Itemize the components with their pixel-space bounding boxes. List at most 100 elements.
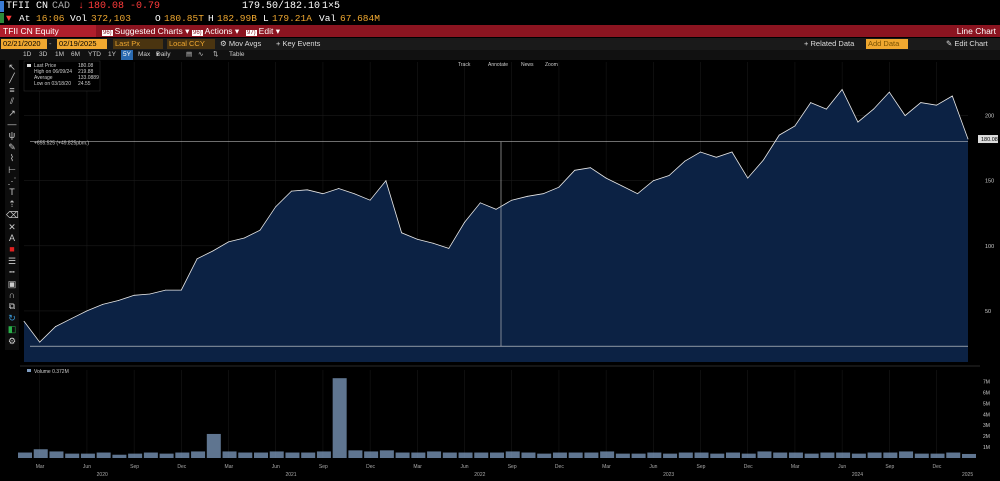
chart-legend: Last Price 180.08 High on 06/09/24 219.8… bbox=[23, 60, 101, 92]
delete-icon[interactable]: ✕ bbox=[8, 221, 16, 232]
volume-bar bbox=[537, 453, 552, 458]
mov-avgs-toggle[interactable]: ⚙ Mov Avgs bbox=[220, 39, 262, 48]
drawing-toolbar: ↖ ╱ ≡ ⫽ ↗ — ψ ✎ ⌇ ⊢ ⋰ T ⇡ ⌫ ✕ A ■ ☰ ┅ ▣ ∩ ⧉ ↻ ◧ ⚙ bbox=[5, 60, 19, 350]
settings-icon: ⚙ bbox=[220, 39, 227, 48]
color-icon[interactable]: ■ bbox=[9, 244, 15, 255]
price-point bbox=[652, 180, 654, 182]
price-point bbox=[967, 138, 969, 140]
price-point bbox=[920, 102, 922, 103]
volume-bar bbox=[364, 451, 379, 458]
edit-chart-button[interactable]: ✎ Edit Chart bbox=[946, 39, 988, 48]
refresh-icon[interactable]: ↻ bbox=[8, 312, 16, 323]
price-point bbox=[511, 199, 513, 201]
price-point bbox=[605, 177, 607, 179]
range-1m[interactable]: 1M bbox=[55, 51, 65, 58]
volume-bar bbox=[710, 453, 725, 458]
volume-bar bbox=[411, 452, 426, 458]
line-style-icon[interactable]: ┅ bbox=[9, 267, 15, 278]
eraser-icon[interactable]: ⌫ bbox=[6, 210, 19, 221]
settings-icon[interactable]: ⚙ bbox=[7, 335, 17, 346]
val-label: Val bbox=[319, 13, 337, 24]
brush-icon[interactable]: ⌇ bbox=[9, 153, 15, 164]
edit-menu[interactable]: 97) Edit ▾ bbox=[246, 26, 280, 36]
channel-icon[interactable]: ⫽ bbox=[9, 96, 14, 107]
start-date-input[interactable]: 02/21/2020 bbox=[1, 39, 47, 49]
volume-bar bbox=[615, 453, 630, 458]
line-type-icon[interactable]: ∿ bbox=[198, 51, 204, 58]
price-point bbox=[621, 185, 623, 187]
news-tool[interactable]: News bbox=[521, 62, 534, 68]
price-point bbox=[165, 289, 167, 291]
regression-icon[interactable]: ⋰ bbox=[7, 176, 17, 186]
volume-bar bbox=[175, 452, 190, 458]
text-icon[interactable]: T bbox=[9, 187, 15, 198]
related-data-button[interactable]: + Related Data bbox=[804, 39, 855, 48]
suggested-charts-menu[interactable]: 96) Suggested Charts ▾ bbox=[102, 26, 190, 36]
volume-bar bbox=[773, 452, 788, 458]
status-marker bbox=[0, 13, 4, 23]
key-events-toggle[interactable]: + Key Events bbox=[276, 39, 321, 48]
ruler-icon[interactable]: ⊢ bbox=[8, 164, 16, 175]
price-point bbox=[432, 242, 434, 244]
down-arrow-icon: ↓ bbox=[78, 1, 85, 12]
clone-icon[interactable]: ⧉ bbox=[8, 301, 16, 312]
price-point bbox=[291, 190, 292, 192]
line-icon[interactable]: ╱ bbox=[9, 73, 15, 84]
pencil-icon[interactable]: ✎ bbox=[8, 141, 16, 152]
range-max[interactable]: Max bbox=[138, 51, 151, 58]
last-price-box bbox=[978, 135, 998, 144]
cursor-icon[interactable]: ↖ bbox=[8, 62, 16, 72]
fill-icon[interactable]: ▣ bbox=[7, 278, 17, 289]
volume-bar bbox=[301, 452, 316, 458]
volume-bar bbox=[899, 451, 914, 458]
arrow-up-icon[interactable]: ⇡ bbox=[8, 198, 16, 209]
palette-icon[interactable]: ◧ bbox=[7, 324, 17, 335]
end-date-input[interactable]: 02/19/2025 bbox=[57, 39, 107, 49]
range-5y[interactable]: 5Y bbox=[121, 50, 133, 60]
annotate-tool[interactable]: Annotate bbox=[488, 62, 508, 68]
compare-icon[interactable]: ⇅ bbox=[213, 51, 219, 58]
security-field[interactable]: TFII CN Equity bbox=[0, 25, 96, 37]
legend-last-price-val: 180.08 bbox=[78, 63, 94, 69]
track-tool[interactable]: Track bbox=[458, 62, 471, 68]
price-point bbox=[810, 102, 812, 103]
fibonacci-icon[interactable]: ≡ bbox=[9, 84, 15, 95]
actions-menu[interactable]: 96) Actions ▾ bbox=[192, 26, 240, 36]
range-1y[interactable]: 1Y bbox=[108, 51, 116, 58]
arrow-icon[interactable]: ↗ bbox=[8, 107, 16, 118]
volume-tick-label: 7M bbox=[983, 379, 990, 385]
price-chart[interactable]: +655.525 (+49.825pbm.) 50 100 150 200 180.0… bbox=[0, 60, 1000, 481]
dropdown-arrow-icon: ▾ bbox=[234, 26, 240, 36]
chart-tools: Track Annotate News Zoom bbox=[458, 62, 558, 68]
volume-tick-label: 1M bbox=[983, 445, 990, 451]
pitchfork-icon[interactable]: ψ bbox=[8, 130, 16, 141]
volume-bar bbox=[568, 452, 583, 458]
volume-bar bbox=[96, 452, 111, 458]
y-tick-label: 200 bbox=[985, 114, 994, 120]
line-width-icon[interactable]: ☰ bbox=[7, 255, 17, 266]
horizontal-line-icon[interactable]: — bbox=[7, 119, 17, 129]
range-6m[interactable]: 6M bbox=[71, 51, 81, 58]
price-point bbox=[102, 304, 104, 305]
volume-bar bbox=[112, 454, 127, 458]
bid-ask-size: 1×5 bbox=[322, 1, 341, 12]
price-point bbox=[700, 151, 701, 153]
volume-legend-label: Volume 0.372M bbox=[34, 369, 69, 375]
volume-bar bbox=[332, 378, 347, 458]
price-point bbox=[668, 175, 670, 176]
x-year-label: 2022 bbox=[474, 472, 485, 478]
table-button[interactable]: Table bbox=[229, 51, 245, 58]
volume-bar bbox=[442, 452, 457, 458]
field-select[interactable]: Last Px bbox=[113, 39, 163, 49]
range-1d[interactable]: 1D bbox=[23, 51, 32, 58]
currency-select[interactable]: Local CCY bbox=[167, 39, 215, 49]
add-data-input[interactable]: Add Data bbox=[866, 39, 908, 49]
bar-type-icon[interactable]: ▤ bbox=[186, 51, 193, 58]
font-icon[interactable]: A bbox=[8, 233, 15, 243]
range-3d[interactable]: 3D bbox=[39, 51, 48, 58]
volume-bar bbox=[285, 452, 300, 458]
range-ytd[interactable]: YTD bbox=[88, 51, 101, 58]
zoom-tool[interactable]: Zoom bbox=[545, 62, 558, 68]
magnet-icon[interactable]: ∩ bbox=[8, 290, 16, 300]
price-point bbox=[590, 167, 591, 169]
